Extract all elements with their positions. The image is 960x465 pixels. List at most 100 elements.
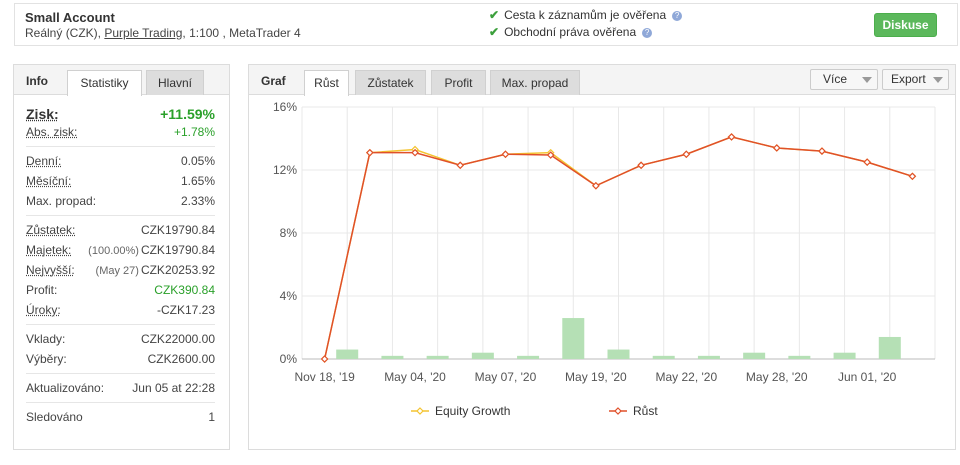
y-tick-label: 8% <box>280 226 298 240</box>
stat-gain: Zisk: +11.59% <box>26 104 215 124</box>
tab-balance[interactable]: Zůstatek <box>355 70 426 95</box>
bar <box>833 352 856 359</box>
stat-equity-label: Majetek: <box>26 243 72 257</box>
stat-tracked: Sledováno 1 <box>26 407 215 427</box>
bar <box>426 355 449 359</box>
data-point <box>320 355 329 363</box>
x-tick-label: May 04, '20 <box>384 370 446 384</box>
bar <box>697 355 720 359</box>
account-title: Small Account <box>25 10 115 25</box>
stat-equity-value: CZK19790.84 <box>140 243 215 257</box>
verification-trading-privileges: ✔ Obchodní práva ověřena? <box>489 25 653 39</box>
stat-daily: Denní: 0.05% <box>26 151 215 171</box>
tab-main[interactable]: Hlavní <box>146 70 204 95</box>
legend-marker <box>614 407 622 415</box>
stat-monthly: Měsíční: 1.65% <box>26 171 215 191</box>
tab-max-drawdown[interactable]: Max. propad <box>490 70 580 95</box>
stat-updated: Aktualizováno: Jun 05 at 22:28 <box>26 378 215 398</box>
stat-deposits-label: Vklady: <box>26 332 66 346</box>
growth-chart: 0% 4% 8% 12% 16% Nov 18, '19 May 04, '20 May 07… <box>249 96 955 449</box>
stat-drawdown-value: 2.33% <box>180 194 215 208</box>
bar <box>562 318 585 359</box>
more-label: Více <box>823 72 848 86</box>
account-leverage: , 1:100 , MetaTrader 4 <box>182 26 301 40</box>
info-tabbar: Info Statistiky Hlavní <box>14 65 229 96</box>
stat-monthly-value: 1.65% <box>180 174 215 188</box>
data-point <box>411 148 419 157</box>
stat-interest-label: Úroky: <box>26 303 61 317</box>
stat-highest-date: (May 27) <box>95 265 139 277</box>
chart-tabbar: Graf Růst Zůstatek Profit Max. propad Ví… <box>249 65 955 96</box>
stat-deposits: Vklady: CZK22000.00 <box>26 329 215 349</box>
stat-gain-value: +11.59% <box>160 106 215 122</box>
divider <box>26 324 215 325</box>
data-point <box>772 144 781 152</box>
stat-withdrawals-label: Výběry: <box>26 352 67 366</box>
bar <box>652 355 675 359</box>
tab-growth[interactable]: Růst <box>304 70 349 96</box>
legend-label: Růst <box>633 404 658 418</box>
y-tick-label: 12% <box>273 163 297 177</box>
info-title: Info <box>26 74 48 88</box>
data-point <box>546 151 555 159</box>
stat-withdrawals: Výběry: CZK2600.00 <box>26 349 215 369</box>
data-point <box>501 150 510 159</box>
stat-profit-label: Profit: <box>26 283 58 297</box>
legend-label: Equity Growth <box>435 404 510 418</box>
stat-withdrawals-value: CZK2600.00 <box>147 352 215 366</box>
stat-equity: Majetek: (100.00%) CZK19790.84 <box>26 240 215 260</box>
series-line-growth <box>323 136 913 360</box>
y-tick-label: 0% <box>280 352 298 366</box>
x-tick-label: May 19, '20 <box>565 370 627 384</box>
stat-balance-label: Zůstatek: <box>26 223 76 237</box>
stat-balance: Zůstatek: CZK19790.84 <box>26 220 215 240</box>
bar <box>336 349 359 359</box>
tab-statistics[interactable]: Statistiky <box>67 70 142 96</box>
check-icon: ✔ <box>489 25 500 39</box>
stat-drawdown: Max. propad: 2.33% <box>26 191 215 211</box>
help-icon[interactable]: ? <box>672 10 683 21</box>
account-subtitle: Reálný (CZK), Purple Trading, 1:100 , Me… <box>25 26 301 40</box>
data-point <box>682 150 691 159</box>
x-tick-label: Jun 01, '20 <box>838 370 897 384</box>
export-dropdown[interactable]: Export <box>882 69 949 90</box>
y-tick-label: 16% <box>273 100 297 114</box>
stat-highest-label: Nejvyšší: <box>26 263 75 277</box>
tab-profit[interactable]: Profit <box>431 70 486 95</box>
x-tick-label: Nov 18, '19 <box>294 370 355 384</box>
x-tick-label: May 28, '20 <box>746 370 808 384</box>
divider <box>26 402 215 403</box>
chart-panel-title: Graf <box>261 74 286 88</box>
broker-link[interactable]: Purple Trading <box>104 26 183 40</box>
bar <box>517 355 540 359</box>
bar <box>381 355 404 359</box>
help-icon[interactable]: ? <box>642 27 653 38</box>
divider <box>26 146 215 147</box>
stat-daily-label: Denní: <box>26 154 62 168</box>
stat-interest: Úroky: -CZK17.23 <box>26 300 215 320</box>
stat-monthly-label: Měsíční: <box>26 174 72 188</box>
stat-deposits-value: CZK22000.00 <box>140 332 215 346</box>
stat-profit: Profit: CZK390.84 <box>26 280 215 300</box>
stat-tracked-label: Sledováno <box>26 410 83 424</box>
more-dropdown[interactable]: Více <box>810 69 878 90</box>
data-point <box>365 148 374 157</box>
data-point <box>456 161 465 170</box>
stat-abs-gain-value: +1.78% <box>173 125 215 139</box>
data-point <box>908 172 917 181</box>
bar <box>788 355 811 359</box>
stat-updated-value: Jun 05 at 22:28 <box>132 381 215 395</box>
discuss-button[interactable]: Diskuse <box>874 13 937 37</box>
data-point <box>592 181 600 190</box>
verif-track-label: Cesta k záznamům je ověřena <box>504 8 667 22</box>
stat-daily-value: 0.05% <box>180 154 215 168</box>
stat-updated-label: Aktualizováno: <box>26 381 105 395</box>
stat-profit-value: CZK390.84 <box>154 283 215 297</box>
stat-balance-value: CZK19790.84 <box>140 223 215 237</box>
chart-panel: Graf Růst Zůstatek Profit Max. propad Ví… <box>248 64 956 450</box>
growth-chart-svg: 0% 4% 8% 12% 16% Nov 18, '19 May 04, '20 May 07… <box>273 100 936 418</box>
stat-drawdown-label: Max. propad: <box>26 194 97 208</box>
export-label: Export <box>891 72 926 86</box>
y-tick-label: 4% <box>280 289 298 303</box>
data-point <box>637 161 645 170</box>
